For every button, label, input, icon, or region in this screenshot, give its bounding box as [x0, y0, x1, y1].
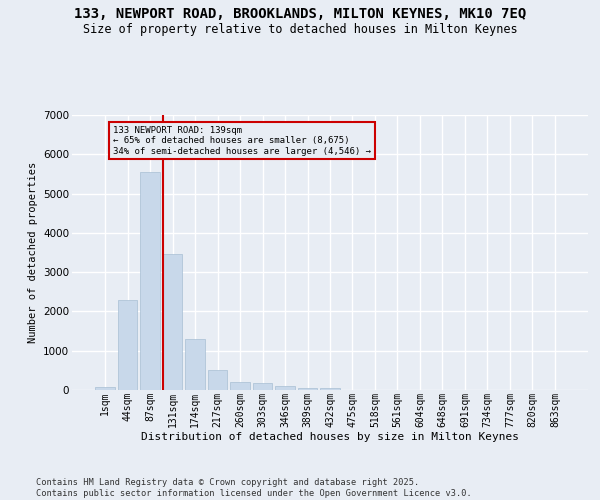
Bar: [140, 172, 160, 390]
Bar: [208, 370, 227, 390]
Bar: [95, 387, 115, 390]
Bar: [275, 386, 295, 390]
X-axis label: Distribution of detached houses by size in Milton Keynes: Distribution of detached houses by size …: [141, 432, 519, 442]
Bar: [320, 388, 340, 390]
Bar: [185, 338, 205, 390]
Text: 133, NEWPORT ROAD, BROOKLANDS, MILTON KEYNES, MK10 7EQ: 133, NEWPORT ROAD, BROOKLANDS, MILTON KE…: [74, 8, 526, 22]
Bar: [230, 382, 250, 390]
Bar: [253, 382, 272, 390]
Bar: [163, 254, 182, 390]
Text: 133 NEWPORT ROAD: 139sqm
← 65% of detached houses are smaller (8,675)
34% of sem: 133 NEWPORT ROAD: 139sqm ← 65% of detach…: [113, 126, 371, 156]
Bar: [298, 388, 317, 390]
Y-axis label: Number of detached properties: Number of detached properties: [28, 162, 38, 343]
Bar: [118, 300, 137, 390]
Text: Size of property relative to detached houses in Milton Keynes: Size of property relative to detached ho…: [83, 22, 517, 36]
Text: Contains HM Land Registry data © Crown copyright and database right 2025.
Contai: Contains HM Land Registry data © Crown c…: [36, 478, 472, 498]
